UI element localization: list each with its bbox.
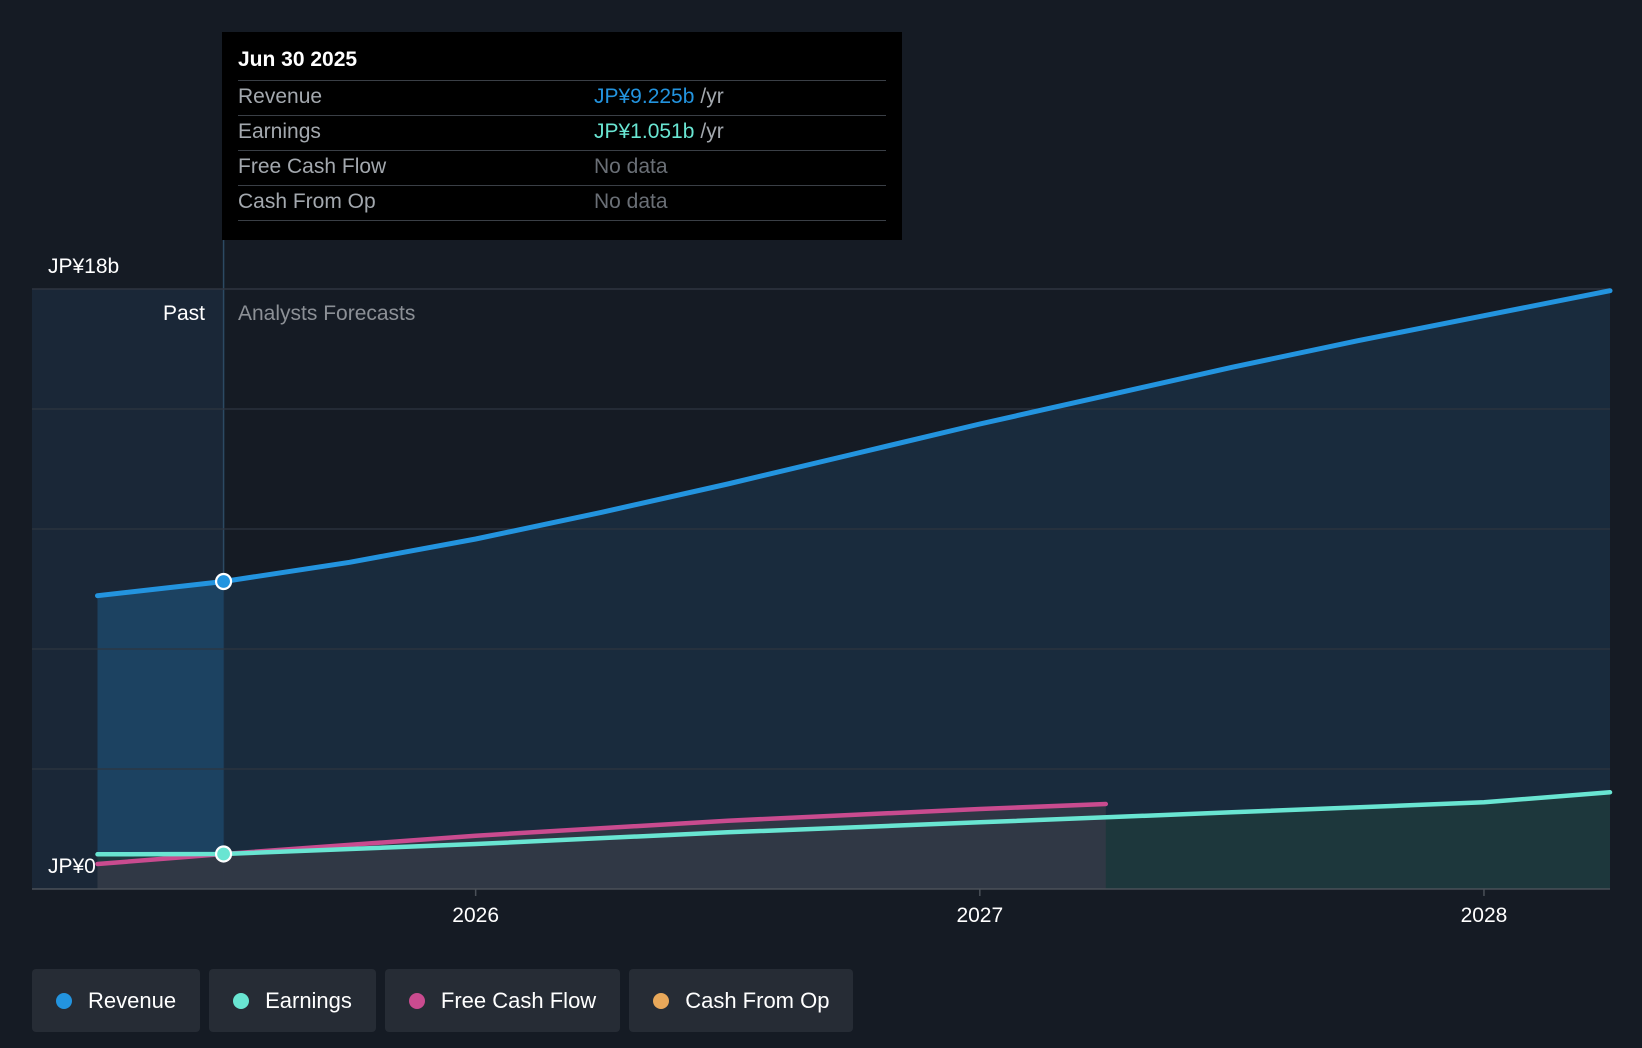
hover-marker-earnings (214, 845, 233, 863)
tooltip-value-earnings: JP¥1.051b (594, 120, 695, 143)
tooltip-row-cash-from-op: Cash From Op No data (238, 186, 886, 221)
tooltip-label-cash-from-op: Cash From Op (238, 190, 376, 213)
y-axis-ticks-group: JP¥18b JP¥0 (48, 255, 119, 878)
series-line-earnings (95, 790, 1613, 857)
tooltip-row-revenue: Revenue JP¥9.225b/yr (238, 81, 886, 116)
legend-dot-cash-from-op-icon (653, 992, 670, 1009)
x-tick-label: 2027 (956, 904, 1003, 927)
tooltip-row-earnings: Earnings JP¥1.051b/yr (238, 116, 886, 151)
hover-marker-revenue (214, 572, 233, 591)
tooltip-unit-earnings: /yr (700, 120, 724, 143)
series-lines-group (95, 288, 1613, 867)
series-areas-group (97, 290, 1610, 889)
tooltip-value-revenue: JP¥9.225b (594, 85, 695, 108)
legend-dot-earnings-icon (233, 992, 250, 1009)
tooltip-date: Jun 30 2025 (238, 46, 886, 81)
hover-markers-group (214, 572, 233, 863)
legend-item-cash-from-op[interactable]: Cash From Op (629, 969, 854, 1032)
hover-tooltip: Jun 30 2025 Revenue JP¥9.225b/yr Earning… (222, 32, 902, 240)
legend-label-free-cash-flow: Free Cash Flow (440, 987, 597, 1013)
tooltip-label-free-cash-flow: Free Cash Flow (238, 155, 387, 178)
x-tick-label: 2028 (1461, 904, 1508, 927)
x-tick-label: 2026 (452, 904, 499, 927)
gridlines-group (32, 288, 1610, 890)
legend-item-revenue[interactable]: Revenue (32, 969, 201, 1032)
tooltip-value-free-cash-flow: No data (594, 155, 668, 178)
legend-label-cash-from-op: Cash From Op (685, 987, 830, 1013)
revenue-past-area (97, 581, 224, 889)
tooltip-label-earnings: Earnings (238, 120, 321, 143)
tooltip-unit-revenue: /yr (700, 85, 724, 108)
legend-label-revenue: Revenue (88, 987, 177, 1013)
series-line-revenue (95, 288, 1613, 599)
legend-dot-free-cash-flow-icon (408, 992, 425, 1009)
y-tick-label: JP¥0 (48, 855, 96, 878)
y-tick-label: JP¥18b (48, 255, 119, 278)
analysts-forecasts-label: Analysts Forecasts (238, 302, 415, 325)
legend-dot-revenue-icon (56, 992, 72, 1009)
chart-legend: Revenue Earnings Free Cash Flow Cash Fro… (32, 969, 854, 1032)
legend-label-earnings: Earnings (265, 987, 352, 1013)
tooltip-label-revenue: Revenue (238, 85, 323, 108)
legend-item-earnings[interactable]: Earnings (209, 969, 376, 1032)
revenue-area (97, 290, 1610, 889)
past-label: Past (163, 302, 205, 325)
x-axis-ticks-group: 2026 2027 2028 (452, 889, 1507, 927)
legend-item-free-cash-flow[interactable]: Free Cash Flow (384, 969, 621, 1032)
tooltip-row-free-cash-flow: Free Cash Flow No data (238, 151, 886, 186)
tooltip-value-cash-from-op: No data (594, 190, 668, 213)
